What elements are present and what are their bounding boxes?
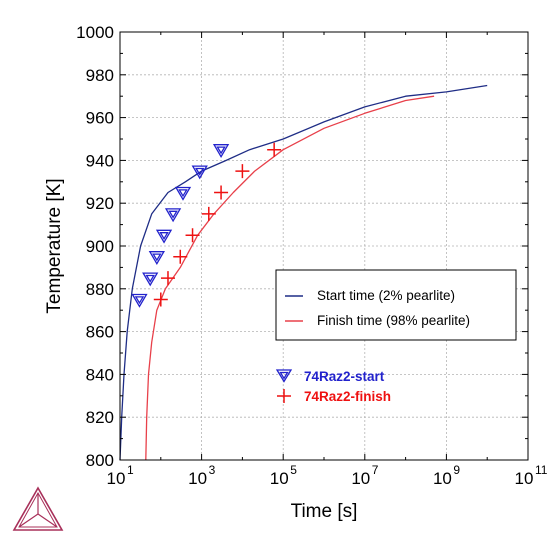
x-tick-label-base: 10	[107, 469, 126, 488]
x-tick-label: 10 3	[188, 463, 215, 488]
x-axis-title: Time [s]	[291, 501, 358, 522]
finish-marker-point	[235, 164, 250, 179]
axis-ticks	[119, 31, 529, 461]
x-tick-label-base: 10	[270, 469, 289, 488]
series-layer	[119, 84, 488, 461]
start-marker-point	[164, 208, 182, 223]
y-tick-label: 900	[86, 237, 114, 256]
x-tick-label-exponent: 5	[290, 463, 297, 477]
legend-box: Start time (2% pearlite) Finish time (98…	[275, 269, 517, 341]
start-marker-point	[191, 165, 208, 180]
finish-marker-point	[173, 249, 188, 264]
legend-finish-label: Finish time (98% pearlite)	[317, 313, 470, 328]
y-tick-label: 980	[86, 66, 114, 85]
x-tick-label: 10 7	[351, 463, 378, 488]
x-tick-label-exponent: 3	[209, 463, 216, 477]
y-tick-label: 800	[86, 451, 114, 470]
y-tick-label: 860	[86, 323, 114, 342]
finish-marker-point	[185, 228, 200, 243]
x-tick-label-exponent: 1	[127, 463, 134, 477]
annotation-triangle-icon	[275, 369, 293, 383]
x-tick-label: 10 1	[107, 463, 134, 488]
annotation-plus-icon	[277, 389, 291, 403]
y-axis-title: Temperature [K]	[44, 178, 65, 313]
y-tick-label: 880	[86, 280, 114, 299]
series-line-start	[119, 84, 488, 461]
x-tick-label-base: 10	[433, 469, 452, 488]
finish-marker-point	[153, 292, 168, 307]
x-tick-label-base: 10	[515, 469, 534, 488]
y-tick-label: 1000	[76, 23, 114, 42]
series-line-finish	[145, 95, 435, 461]
y-tick-label: 940	[86, 151, 114, 170]
start-marker-point	[212, 144, 230, 158]
x-tick-label-base: 10	[351, 469, 370, 488]
x-tick-label: 10 5	[270, 463, 297, 488]
finish-marker-point	[214, 185, 229, 200]
x-tick-label: 10 9	[433, 463, 460, 488]
x-tick-label: 10 11	[515, 463, 548, 488]
x-tick-label-exponent: 11	[535, 463, 548, 477]
finish-marker-point	[201, 206, 216, 221]
annotation-finish-label: 74Raz2-finish	[304, 389, 391, 404]
legend-frame	[275, 269, 517, 341]
start-marker-point	[142, 272, 159, 287]
finish-marker-point	[267, 142, 282, 157]
y-tick-label: 840	[86, 365, 114, 384]
annotation-start-label: 74Raz2-start	[304, 369, 385, 384]
x-tick-label-exponent: 9	[453, 463, 460, 477]
x-tick-labels: 10 1 10 3 10 5 10 7 10 9 10 11	[107, 463, 548, 488]
start-marker-point	[155, 229, 173, 244]
y-tick-label: 820	[86, 408, 114, 427]
marker-annotation: 74Raz2-start 74Raz2-finish	[275, 369, 391, 404]
start-marker-point	[131, 293, 148, 308]
y-tick-label: 960	[86, 109, 114, 128]
legend-start-label: Start time (2% pearlite)	[317, 288, 455, 303]
x-tick-label-base: 10	[188, 469, 207, 488]
start-marker-point	[148, 251, 165, 265]
start-marker-point	[174, 186, 192, 201]
y-tick-labels: 800 820 840 860 880 900 920 940 960 980 1000	[76, 23, 114, 470]
y-tick-label: 920	[86, 194, 114, 213]
x-tick-label-exponent: 7	[372, 463, 379, 477]
thermo-calc-logo-icon	[12, 486, 64, 531]
finish-marker-point	[160, 271, 175, 286]
